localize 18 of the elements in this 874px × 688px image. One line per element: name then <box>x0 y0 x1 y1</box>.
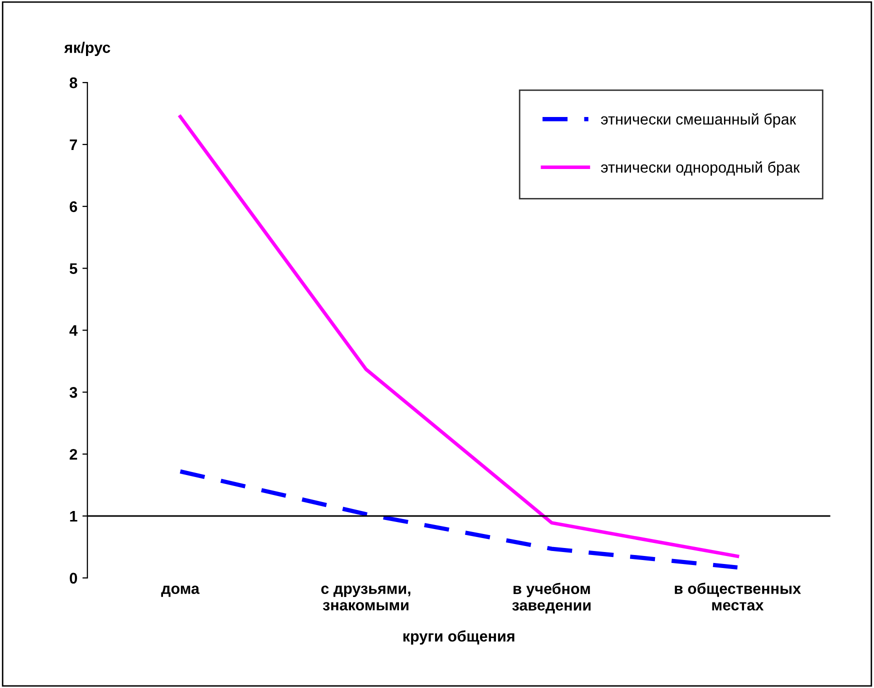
x-axis-title: круги общения <box>403 630 514 645</box>
y-tick-label: 0 <box>70 572 78 584</box>
x-tick-label: в общественных местах <box>674 582 801 610</box>
y-tick-label: 3 <box>70 387 78 398</box>
y-tick-label: 4 <box>69 325 78 336</box>
y-tick-label: 7 <box>70 140 78 150</box>
y-tick-label: 6 <box>70 201 78 212</box>
y-tick-label: 5 <box>70 263 78 274</box>
y-tick-label: 2 <box>70 448 78 460</box>
legend-label: этнически однородный брак <box>600 161 800 176</box>
line-series <box>178 469 740 570</box>
x-tick-label: в учебном заведении <box>512 582 591 614</box>
legend-label: этнически смешанный брак <box>600 113 796 128</box>
y-axis-title: як/рус <box>64 42 110 56</box>
x-tick-label: с друзьями, знакомыми <box>321 586 410 610</box>
x-tick-label: дома <box>161 586 200 597</box>
y-tick-label: 1 <box>70 511 78 522</box>
y-tick-label: 8 <box>70 77 78 88</box>
